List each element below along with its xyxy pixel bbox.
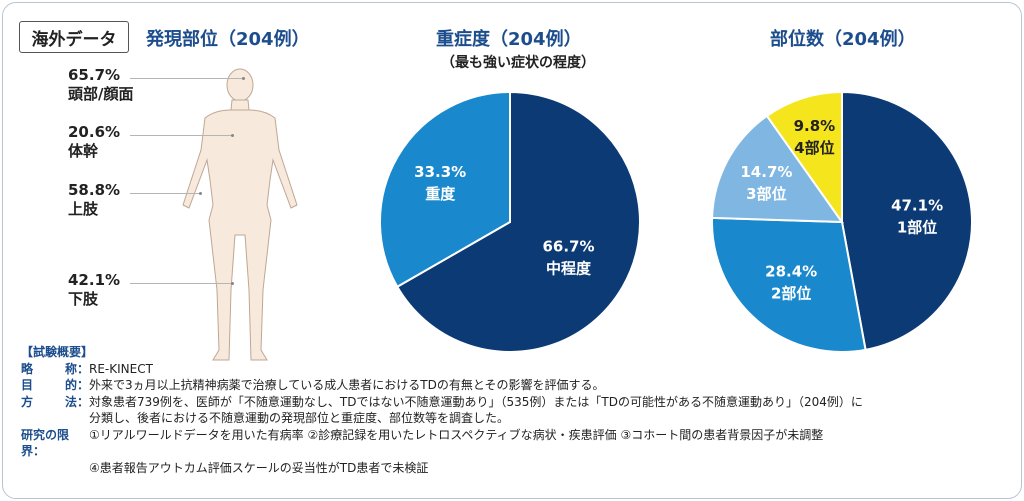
pie-value-label: 66.7%	[542, 237, 594, 255]
summary-key: 目的：	[21, 378, 89, 392]
pie-category-label: 重度	[425, 185, 456, 203]
pie-category-label: 3部位	[746, 185, 786, 203]
body-site-value: 58.8%	[68, 181, 121, 199]
body-site-label: 下肢	[68, 290, 99, 308]
body-site-2: 58.8% 上肢	[68, 181, 120, 219]
pie-category-label: 2部位	[771, 285, 811, 303]
leader-dot	[242, 77, 245, 80]
body-site-value: 42.1%	[68, 271, 121, 289]
human-body-figure	[182, 68, 298, 361]
summary-value: 対象患者739例を、医師が「不随意運動なし、TDではない不随意運動あり」（535…	[89, 394, 863, 409]
summary-value: 分類し、後者における不随意運動の発現部位と重症度、部位数等を調査した。	[89, 411, 510, 425]
body-site-0: 65.7% 頭部/顔面	[68, 66, 133, 104]
summary-row: 研究の限界： ①リアルワールドデータを用いた有病率 ②診療記録を用いたレトロスペク…	[21, 427, 1016, 460]
pie-category-label: 中程度	[546, 259, 592, 277]
body-site-1: 20.6% 体幹	[68, 123, 120, 161]
pie-slice-4部位	[765, 90, 843, 226]
body-site-value: 65.7%	[68, 66, 121, 84]
severity-pie-chart: 66.7% 中程度 33.3% 重度	[379, 90, 641, 353]
body-site-3: 42.1% 下肢	[68, 271, 120, 309]
summary-row: ④患者報告アウトカム評価スケールの妥当性がTD患者で未検証	[21, 460, 1016, 477]
leader-line	[130, 193, 200, 194]
pie-value-label: 14.7%	[740, 163, 792, 181]
summary-key	[21, 460, 89, 477]
body-site-label: 頭部/顔面	[68, 85, 134, 103]
pie-slice-重度	[379, 90, 511, 289]
summary-value: ①リアルワールドデータを用いた有病率 ②診療記録を用いたレトロスペクティブな病状…	[89, 427, 824, 442]
body-site-label: 上肢	[68, 200, 99, 218]
body-site-label: 体幹	[68, 142, 99, 160]
summary-row: 分類し、後者における不随意運動の発現部位と重症度、部位数等を調査した。	[21, 410, 1016, 427]
leader-dot	[199, 192, 202, 195]
study-summary: 【試験概要】 略称： RE-KINECT 目的： 外来で3ヵ月以上抗精神病薬で治療して…	[21, 344, 1016, 476]
summary-value: 外来で3ヵ月以上抗精神病薬で治療している成人患者におけるTDの有無とその影響を評…	[89, 378, 605, 392]
leader-dot	[231, 282, 234, 285]
summary-key: 研究の限界：	[21, 427, 70, 459]
pie-slice-1部位	[841, 90, 973, 352]
summary-key: 略称：	[21, 361, 89, 376]
overseas-data-badge: 海外データ	[19, 21, 129, 53]
summary-key	[21, 410, 89, 427]
leader-line	[130, 283, 232, 284]
summary-key: 方法：	[21, 394, 89, 409]
summary-row: 目的： 外来で3ヵ月以上抗精神病薬で治療している成人患者におけるTDの有無とその影…	[21, 377, 1016, 394]
summary-row: 方法： 対象患者739例を、医師が「不随意運動なし、TDではない不随意運動あり」（…	[21, 394, 1016, 411]
body-sites-title: 発現部位（204例）	[146, 29, 310, 50]
severity-subtitle: （最も強い症状の程度）	[441, 55, 595, 71]
leader-dot	[231, 134, 234, 137]
summary-value: RE-KINECT	[89, 361, 153, 376]
body-site-value: 20.6%	[68, 123, 121, 141]
summary-row: 略称： RE-KINECT	[21, 361, 1016, 378]
pie-category-label: 4部位	[794, 139, 834, 157]
sites-count-title: 部位数（204例）	[770, 29, 916, 50]
summary-heading: 【試験概要】	[21, 345, 94, 359]
pie-value-label: 47.1%	[891, 197, 943, 215]
leader-line	[130, 78, 243, 79]
pie-slice-2部位	[711, 216, 867, 353]
pie-value-label: 28.4%	[765, 263, 817, 281]
pie-value-label: 9.8%	[794, 117, 836, 135]
pie-value-label: 33.3%	[414, 163, 466, 181]
severity-title: 重症度（204例）	[436, 29, 582, 50]
pie-slice-3部位	[711, 114, 844, 224]
summary-value: ④患者報告アウトカム評価スケールの妥当性がTD患者で未検証	[89, 460, 429, 475]
sites-count-pie-chart: 47.1% 1部位 28.4% 2部位 14.7% 3部位 9.8% 4部位	[711, 90, 973, 353]
pie-category-label: 1部位	[897, 219, 937, 237]
pie-slice-中程度	[395, 90, 641, 353]
leader-line	[130, 135, 232, 136]
